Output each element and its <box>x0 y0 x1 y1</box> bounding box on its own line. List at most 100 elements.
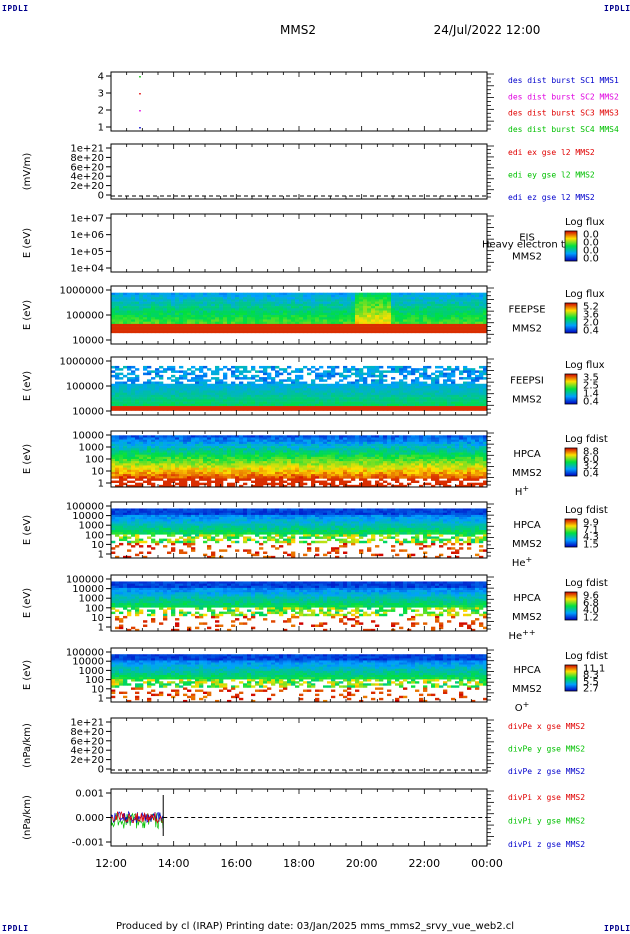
spectrogram-cell <box>123 452 128 455</box>
spectrogram-cell <box>139 469 144 473</box>
spectrogram-cell <box>231 299 236 302</box>
spectrogram-cell <box>391 303 396 307</box>
spectrogram-cell <box>435 397 440 400</box>
spectrogram-cell <box>223 443 228 447</box>
spectrogram-cell <box>163 441 168 445</box>
spectrogram-cell <box>475 310 480 314</box>
spectrogram-cell <box>171 323 176 327</box>
spectrogram-cell <box>283 463 288 466</box>
spectrogram-cell <box>379 406 384 409</box>
spectrogram-cell <box>143 365 148 369</box>
spectrogram-cell <box>307 439 312 443</box>
spectrogram-cell <box>395 294 400 298</box>
spectrogram-cell <box>451 379 456 382</box>
spectrogram-cell <box>451 310 456 314</box>
spectrogram-cell <box>383 319 388 322</box>
spectrogram-cell <box>327 469 332 473</box>
y-tick-label: 0 <box>98 191 104 202</box>
spectrogram-cell <box>307 392 312 396</box>
spectrogram-cell <box>303 303 308 307</box>
spectrogram-cell <box>363 388 368 391</box>
spectrogram-cell <box>399 294 404 298</box>
spectrogram-cell <box>483 299 488 302</box>
spectrogram-cell <box>343 437 348 440</box>
spectrogram-cell <box>239 443 244 447</box>
spectrogram-cell <box>303 482 308 486</box>
spectrogram-cell <box>231 454 236 458</box>
spectrogram-cell <box>295 321 300 325</box>
spectrogram-cell <box>183 390 188 393</box>
spectrogram-cell <box>231 374 236 378</box>
spectrogram-cell <box>259 448 264 451</box>
spectrogram-cell <box>287 323 292 327</box>
spectrogram-cell <box>219 386 224 389</box>
spectrogram-cell <box>151 454 156 458</box>
spectrogram-cell <box>147 394 152 398</box>
spectrogram-cell <box>199 312 204 316</box>
spectrogram-cell <box>199 379 204 382</box>
spectrogram-cell <box>155 317 160 320</box>
spectrogram-cell <box>179 399 184 402</box>
spectrogram-cell <box>459 323 464 327</box>
spectrogram-cell <box>307 315 312 318</box>
spectrogram-cell <box>115 467 120 471</box>
spectrogram-cell <box>255 394 260 398</box>
spectrogram-cell <box>167 408 172 411</box>
spectrogram-cell <box>423 330 428 334</box>
spectrogram-cell <box>443 399 448 402</box>
spectrogram-cell <box>259 454 264 458</box>
spectrogram-cell <box>259 439 264 443</box>
spectrogram-cell <box>231 474 236 477</box>
spectrogram-cell <box>295 471 300 475</box>
spectrogram-cell <box>279 372 284 376</box>
spectrogram-cell <box>271 474 276 477</box>
spectrogram-cell <box>275 388 280 391</box>
spectrogram-cell <box>251 408 256 411</box>
spectrogram-cell <box>355 403 360 407</box>
spectrogram-cell <box>299 377 304 380</box>
spectrogram-cell <box>455 294 460 298</box>
spectrogram-cell <box>391 377 396 380</box>
spectrogram-cell <box>319 306 324 309</box>
spectrogram-cell <box>423 370 428 373</box>
spectrogram-cell <box>387 397 392 400</box>
spectrogram-cell <box>195 310 200 314</box>
spectrogram-cell <box>275 439 280 443</box>
spectrogram-cell <box>139 386 144 389</box>
spectrogram-cell <box>219 294 224 298</box>
spectrogram-cell <box>419 383 424 387</box>
spectrogram-cell <box>155 469 160 473</box>
spectrogram-cell <box>323 459 328 462</box>
spectrogram-cell <box>231 461 236 464</box>
spectrogram-cell <box>223 310 228 314</box>
spectrogram-cell <box>255 328 260 331</box>
spectrogram-cell <box>143 326 148 329</box>
spectrogram-cell <box>247 450 252 453</box>
spectrogram-cell <box>183 441 188 445</box>
spectrogram-cell <box>203 452 208 455</box>
spectrogram-cell <box>463 406 468 409</box>
spectrogram-cell <box>435 381 440 385</box>
spectrogram-cell <box>411 406 416 409</box>
spectrogram-cell <box>179 383 184 387</box>
spectrogram-cell <box>415 403 420 407</box>
spectrogram-cell <box>363 408 368 411</box>
spectrogram-cell <box>219 403 224 407</box>
spectrogram-cell <box>123 365 128 369</box>
spectrogram-cell <box>235 467 240 471</box>
spectrogram-cell <box>483 328 488 331</box>
spectrogram-cell <box>271 383 276 387</box>
spectrogram-cell <box>147 406 152 409</box>
spectrogram-cell <box>483 310 488 314</box>
spectrogram-cell <box>119 368 124 371</box>
spectrogram-cell <box>259 328 264 331</box>
spectrogram-cell <box>219 439 224 443</box>
spectrogram-cell <box>199 452 204 455</box>
spectrogram-cell <box>299 456 304 460</box>
spectrogram-cell <box>455 399 460 402</box>
spectrogram-cell <box>219 476 224 479</box>
spectrogram-cell <box>259 319 264 322</box>
spectrogram-cell <box>415 321 420 325</box>
spectrogram-cell <box>379 308 384 311</box>
spectrogram-cell <box>471 321 476 325</box>
